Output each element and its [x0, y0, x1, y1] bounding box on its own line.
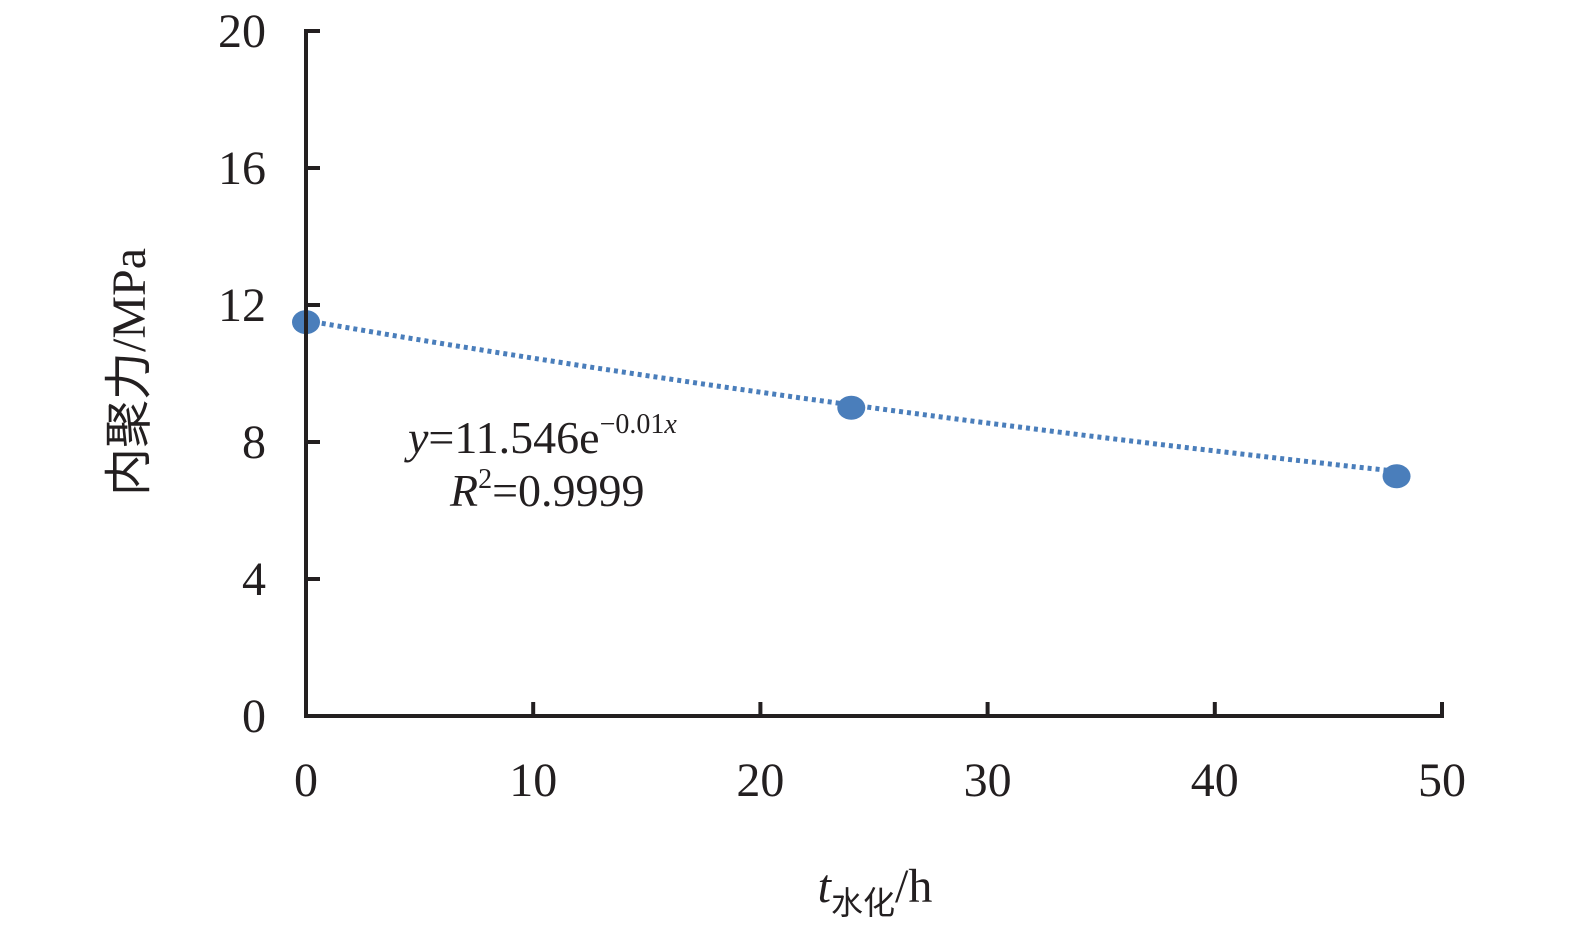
equation-exponent-var: x [663, 409, 677, 440]
equation-lhs: y [404, 412, 429, 463]
y-tick-label: 0 [242, 690, 266, 743]
y-tick-label: 4 [242, 553, 266, 606]
x-tick-label: 40 [1191, 754, 1239, 807]
y-axis-title: 内聚力/MPa [103, 248, 156, 496]
data-point [837, 395, 866, 420]
data-point [1382, 464, 1411, 489]
r-squared-power: 2 [478, 464, 492, 495]
x-tick-label: 20 [736, 754, 784, 807]
equation-exponent: −0.01 [600, 409, 665, 440]
axes [304, 29, 1444, 718]
y-tick-label: 12 [218, 279, 266, 332]
x-tick-label: 0 [294, 754, 318, 807]
equation-rhs: =11.546e [428, 412, 599, 463]
data-points-layer [292, 310, 1411, 489]
ticks-layer: 0 4 8 12 16 20 0 10 20 30 40 50 [218, 5, 1466, 807]
r-squared: R2=0.9999 [449, 464, 645, 516]
r-squared-value: =0.9999 [492, 465, 644, 516]
x-tick-label: 30 [964, 754, 1012, 807]
x-tick-label: 50 [1418, 754, 1466, 807]
y-tick-label: 8 [242, 416, 266, 469]
y-tick-label: 20 [218, 5, 266, 58]
trendline [305, 318, 1397, 474]
x-axis-title: t水化/h [818, 860, 933, 921]
trendline-layer [305, 318, 1397, 474]
y-tick-label: 16 [218, 142, 266, 195]
x-axis-title-var: t [818, 860, 833, 913]
trendline-equation: y=11.546e−0.01x [404, 409, 677, 463]
x-axis-title-subscript: 水化 [831, 885, 895, 921]
x-tick-label: 10 [509, 754, 557, 807]
x-axis-title-unit: /h [895, 860, 932, 913]
r-squared-var: R [449, 465, 478, 516]
